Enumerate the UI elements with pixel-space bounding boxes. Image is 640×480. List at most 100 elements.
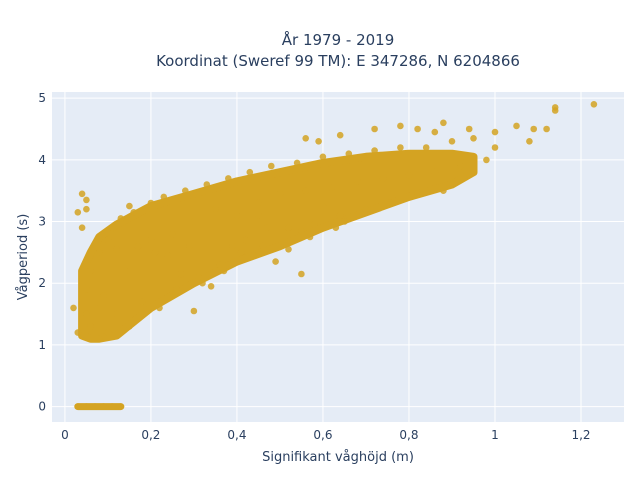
data-point [78, 190, 86, 198]
chart-title: År 1979 - 2019 [282, 30, 395, 49]
data-point [91, 403, 99, 410]
y-tick-label: 4 [38, 153, 46, 167]
data-point [83, 196, 90, 204]
data-point [199, 279, 206, 287]
data-point [169, 230, 176, 238]
data-point [100, 292, 107, 299]
data-point [388, 199, 396, 207]
data-point [96, 249, 103, 256]
data-point [160, 193, 168, 201]
x-tick-label: 0 [61, 428, 69, 442]
data-point [298, 270, 305, 278]
data-point [117, 215, 125, 222]
data-point [483, 156, 490, 164]
data-point [250, 252, 258, 259]
y-tick-labels: 0 1 2 3 4 5 [38, 91, 46, 413]
x-tick-label: 1,2 [571, 428, 590, 442]
data-point [298, 227, 305, 235]
data-point [263, 224, 271, 231]
data-point [237, 249, 245, 256]
y-axis-label: Vågperiod (s) [16, 214, 31, 301]
data-point [302, 135, 310, 142]
data-point [285, 224, 292, 231]
data-point [87, 323, 94, 330]
data-point [182, 187, 189, 194]
data-point [336, 212, 344, 219]
data-point [216, 261, 223, 269]
y-tick-label: 1 [38, 338, 46, 352]
data-point [108, 403, 116, 410]
data-point [104, 329, 112, 336]
data-point [530, 125, 537, 133]
data-point [117, 403, 125, 410]
data-point [328, 184, 335, 191]
data-point [315, 138, 322, 145]
data-point [345, 150, 353, 157]
data-point [272, 258, 279, 265]
data-point [147, 199, 155, 207]
data-point [108, 224, 116, 231]
data-point [134, 242, 142, 250]
data-point [229, 242, 236, 250]
data-point [96, 335, 103, 343]
data-point [83, 205, 90, 213]
data-point [225, 175, 232, 182]
data-point [457, 162, 464, 170]
data-point [513, 122, 520, 130]
data-point [147, 236, 155, 244]
data-point [259, 242, 267, 250]
data-point [414, 125, 421, 133]
data-point [276, 190, 284, 198]
data-point [164, 252, 172, 259]
data-point [285, 246, 292, 253]
x-tick-label: 0,8 [399, 428, 418, 442]
data-point [113, 246, 120, 253]
data-point [422, 144, 430, 151]
data-point [431, 128, 439, 136]
data-point [293, 159, 301, 167]
data-point [470, 135, 477, 142]
data-point [194, 273, 202, 281]
data-point [255, 199, 262, 207]
data-point [113, 310, 120, 318]
data-point [319, 202, 327, 210]
data-point [190, 307, 198, 315]
data-point [190, 218, 198, 225]
data-point [78, 224, 86, 231]
data-point [83, 403, 90, 410]
y-tick-label: 5 [38, 91, 46, 105]
data-point [212, 205, 219, 213]
data-point [440, 119, 447, 127]
data-point [341, 218, 348, 225]
data-point [268, 162, 275, 170]
data-point [74, 209, 82, 216]
y-tick-label: 0 [38, 400, 46, 414]
data-point [371, 125, 378, 133]
x-axis-label: Signifikant våghöjd (m) [262, 450, 414, 465]
data-point [354, 178, 361, 185]
data-point [139, 298, 146, 306]
data-points [70, 101, 598, 410]
data-point [242, 236, 249, 244]
data-point [255, 212, 262, 219]
data-point [126, 202, 133, 210]
data-point [207, 283, 215, 290]
y-tick-label: 2 [38, 276, 46, 290]
data-point [233, 212, 241, 219]
data-point [371, 147, 378, 154]
data-point [431, 168, 439, 176]
data-point [311, 221, 318, 228]
data-point [151, 249, 159, 256]
data-point [465, 125, 473, 133]
x-tick-label: 1 [491, 428, 499, 442]
data-point [590, 101, 598, 108]
data-point [491, 144, 499, 151]
data-point [336, 131, 344, 139]
data-point [74, 403, 82, 410]
data-point [203, 181, 211, 188]
data-point [121, 267, 129, 275]
data-point [349, 212, 357, 219]
data-point [177, 270, 185, 278]
data-point [414, 190, 421, 198]
